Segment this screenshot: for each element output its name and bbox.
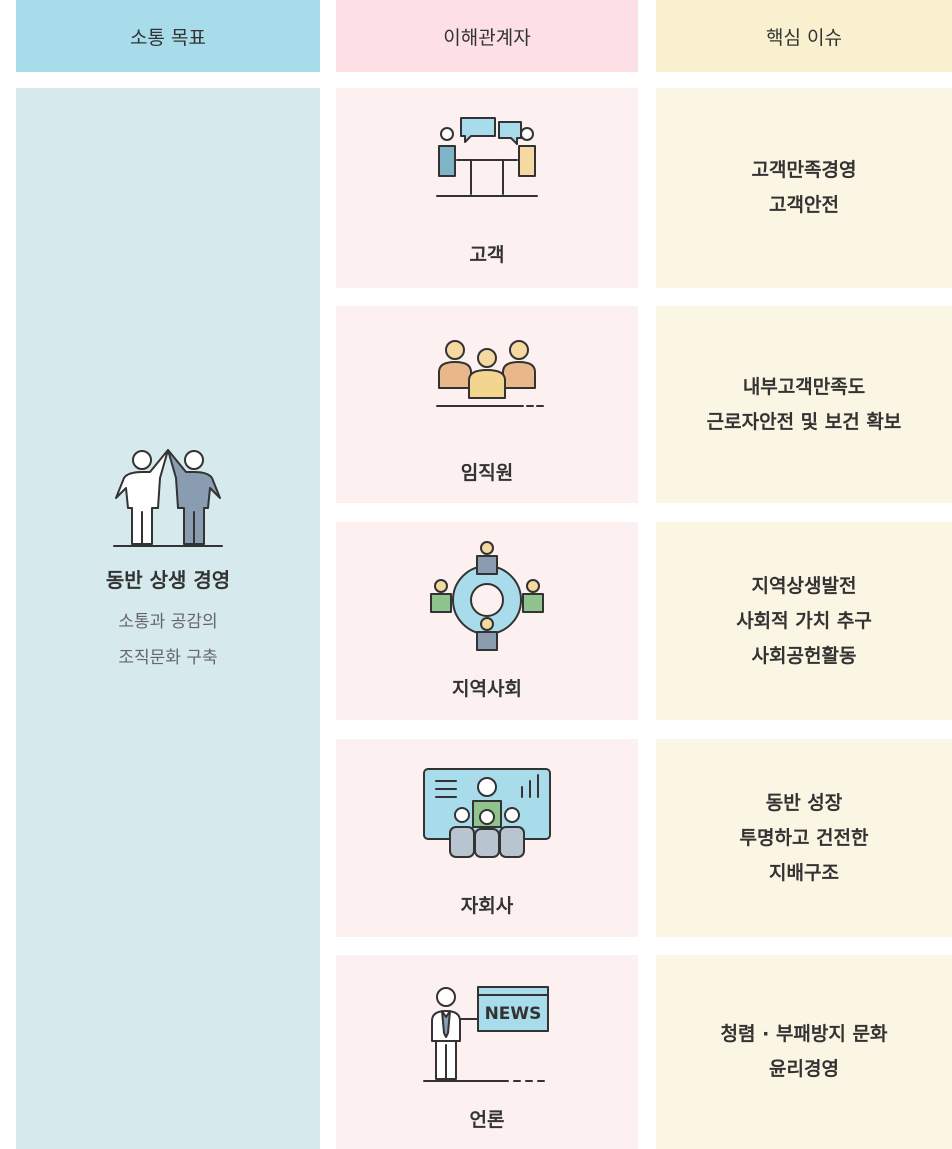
goal-description: 소통과 공감의 조직문화 구축 (16, 604, 320, 676)
header: 핵심 이슈 (656, 0, 952, 72)
issue-line: 내부고객만족도 (742, 375, 866, 398)
goal-cell: 동반 상생 경영 소통과 공감의 조직문화 구축 (16, 88, 320, 1149)
stakeholder-icon (430, 541, 544, 651)
icon-text: NEWS (485, 1004, 542, 1024)
issue-line: 지배구조 (769, 861, 839, 884)
stakeholder-cell: NEWS 언론 (336, 955, 638, 1149)
stakeholder-icon (436, 117, 538, 197)
stakeholder-cell: 자회사 (336, 739, 638, 937)
header: 이해관계자 (336, 0, 638, 72)
stakeholder-cell: 고객 (336, 88, 638, 288)
goal-title: 동반 상생 경영 (105, 568, 231, 592)
stakeholder-name: 지역사회 (452, 678, 522, 700)
issue-line: 고객안전 (769, 194, 839, 216)
issue-cell: 고객만족경영 고객안전 (656, 88, 952, 288)
goal-icon (113, 449, 223, 547)
issue-cell: 청렴 · 부패방지 문화 윤리경영 (656, 955, 952, 1149)
issue-line: 윤리경영 (769, 1058, 839, 1080)
stakeholder-name: 고객 (469, 244, 505, 266)
stakeholder-name: 임직원 (460, 462, 514, 484)
stakeholder-icon (436, 340, 544, 407)
issue-line: 근로자안전 및 보건 확보 (706, 410, 902, 433)
stakeholder-icon (423, 768, 551, 858)
issue-line: 사회적 가치 추구 (736, 609, 872, 632)
header: 소통 목표 (16, 0, 320, 72)
description-line: 조직문화 구축 (118, 648, 218, 668)
description-line: 소통과 공감의 (118, 612, 218, 632)
stakeholder-icon: NEWS (423, 986, 549, 1082)
stakeholder-cell: 임직원 (336, 306, 638, 503)
issue-cell: 지역상생발전 사회적 가치 추구 사회공헌활동 (656, 522, 952, 720)
stakeholder-cell: 지역사회 (336, 522, 638, 720)
issue-line: 사회공헌활동 (751, 644, 857, 667)
issue-cell: 내부고객만족도 근로자안전 및 보건 확보 (656, 306, 952, 503)
stakeholder-name: 자회사 (460, 895, 514, 917)
issue-line: 동반 성장 (765, 791, 843, 814)
issue-line: 투명하고 건전한 (739, 826, 869, 849)
issue-cell: 동반 성장 투명하고 건전한 지배구조 (656, 739, 952, 937)
issue-line: 청렴 · 부패방지 문화 (720, 1023, 888, 1045)
issue-line: 고객만족경영 (751, 159, 857, 181)
issue-line: 지역상생발전 (751, 574, 857, 597)
stakeholder-name: 언론 (469, 1109, 505, 1131)
